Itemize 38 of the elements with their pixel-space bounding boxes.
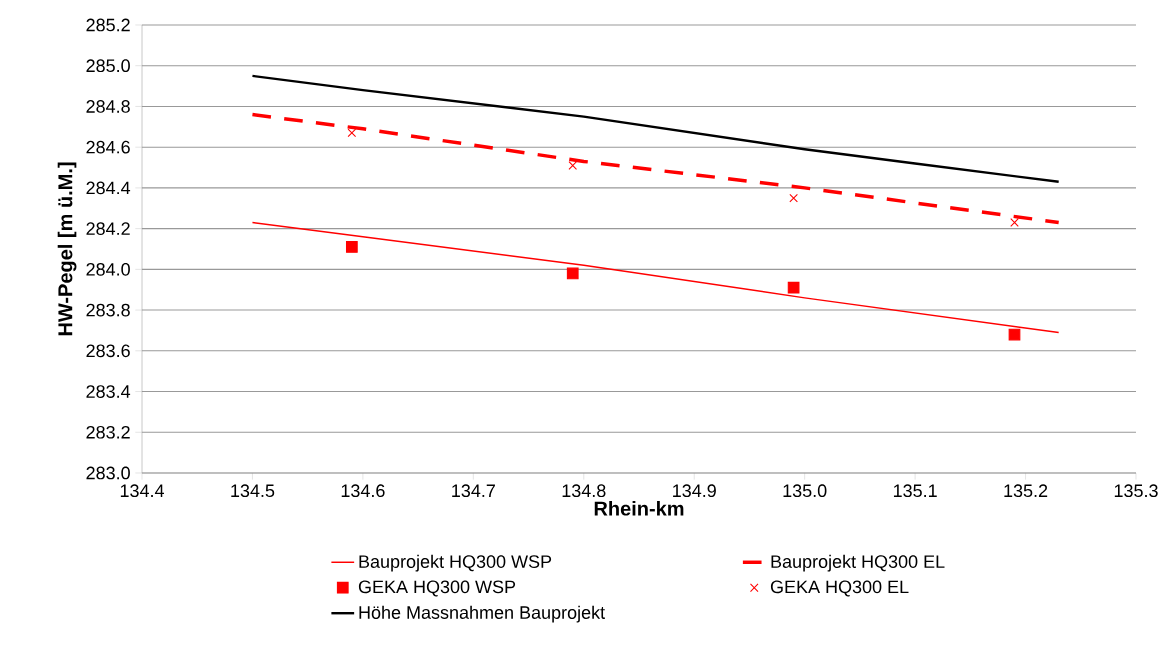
y-tick-label: 284.4 bbox=[86, 181, 131, 195]
y-tick-label: 283.0 bbox=[86, 466, 130, 480]
y-tick-label: 284.6 bbox=[86, 140, 130, 154]
y-tick-label: 284.2 bbox=[86, 222, 130, 235]
legend-label: GEKA HQ300 WSP bbox=[358, 580, 516, 597]
x-axis-title: Rhein-km bbox=[594, 500, 684, 516]
x-tick-label: 134.9 bbox=[673, 484, 716, 498]
x-tick-label: 135.2 bbox=[1004, 484, 1048, 498]
point bbox=[566, 267, 579, 280]
y-tick-label: 283.2 bbox=[86, 425, 130, 439]
x-tick-label: 135.3 bbox=[1114, 484, 1158, 498]
x-tick-label: 135.1 bbox=[893, 484, 937, 498]
y-tick-label: 284.0 bbox=[86, 262, 130, 276]
legend-label: Bauprojekt HQ300 EL bbox=[771, 554, 945, 572]
point bbox=[347, 128, 357, 138]
y-tick-label: 285.2 bbox=[86, 18, 130, 32]
legend-label: GEKA HQ300 EL bbox=[770, 580, 909, 597]
y-tick-label: 283.4 bbox=[86, 385, 131, 398]
line-series bbox=[250, 112, 1061, 225]
line-series bbox=[251, 74, 1060, 183]
point bbox=[568, 161, 578, 170]
legend-label: Bauprojekt HQ300 WSP bbox=[359, 554, 552, 572]
y-tick-label: 284.8 bbox=[86, 100, 130, 113]
x-tick-label: 134.6 bbox=[341, 484, 385, 498]
point bbox=[789, 193, 798, 203]
y-tick-label: 283.8 bbox=[86, 303, 130, 317]
x-tick-label: 134.8 bbox=[562, 484, 606, 498]
y-tick-label: 283.6 bbox=[86, 344, 130, 358]
legend-label: Höhe Massnahmen Bauprojekt bbox=[359, 605, 605, 623]
point bbox=[1010, 218, 1019, 227]
x-tick-label: 135.0 bbox=[783, 484, 827, 498]
x-tick-label: 134.7 bbox=[452, 484, 495, 498]
y-tick-label: 285.0 bbox=[86, 59, 130, 73]
point bbox=[787, 281, 800, 294]
x-tick-label: 134.4 bbox=[120, 484, 165, 498]
x-tick-label: 134.5 bbox=[231, 484, 275, 498]
y-axis-title: HW-Pegel [m ü.M.] bbox=[57, 162, 77, 336]
point bbox=[345, 241, 358, 253]
